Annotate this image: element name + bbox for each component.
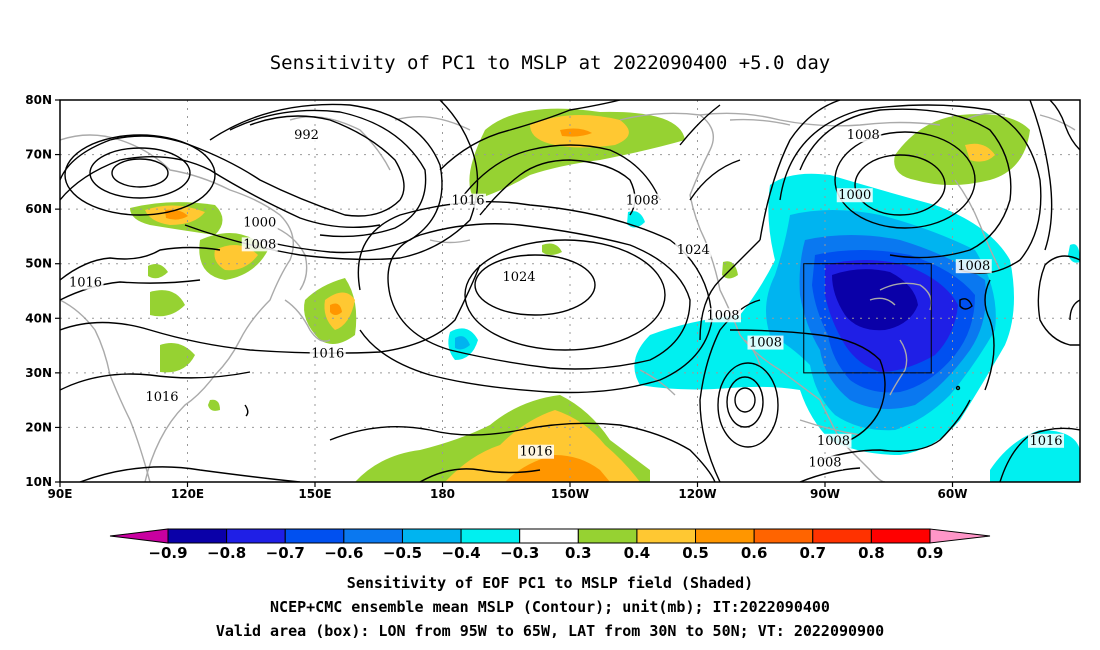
lon-tick-label: 150E: [298, 487, 331, 501]
colorbar-label: 0.5: [682, 544, 709, 562]
contour-label-bg: [705, 308, 741, 323]
contour-label: 1016: [145, 390, 178, 405]
colorbar-high-arrow: [929, 528, 991, 544]
lon-tick-label: 180: [430, 487, 455, 501]
contour-label-bg: [1028, 433, 1064, 448]
contour-label: 1008: [749, 336, 782, 351]
contour-label-bg: [747, 335, 784, 350]
colorbar-label: 0.6: [741, 544, 768, 562]
contour-label: 1000: [243, 216, 276, 231]
contour-label-bg: [144, 390, 180, 405]
colorbar-segment: [870, 528, 931, 544]
contour-label-bg: [309, 346, 346, 361]
colorbar-segment: [226, 528, 286, 544]
lat-tick-label: 70N: [25, 148, 52, 162]
lon-tick-label: 120E: [171, 487, 204, 501]
lon-tick-label: 90W: [810, 487, 840, 501]
positive-sensitivity-0.5: [165, 128, 610, 482]
contour-label-bg: [815, 433, 852, 448]
valid-area-box: [803, 263, 932, 374]
lat-tick-label: 40N: [25, 311, 52, 325]
contour-label-bg: [807, 455, 843, 470]
lat-tick-label: 80N: [25, 93, 52, 107]
colorbar-segment: [460, 528, 521, 544]
colorbar-low-arrow: [109, 528, 169, 544]
contour-label: 1016: [69, 276, 102, 291]
lon-tick-label: 90E: [48, 487, 73, 501]
lat-tick-label: 10N: [25, 475, 52, 489]
colorbar-label: −0.9: [148, 544, 187, 562]
contour-label: 1016: [1029, 434, 1062, 449]
contour-label: 1000: [838, 188, 871, 203]
caption-line-1: Sensitivity of EOF PC1 to MSLP field (Sh…: [347, 574, 753, 592]
lon-tick-label: 60W: [938, 487, 968, 501]
contour-label: 1016: [519, 445, 552, 460]
colorbar-segment: [343, 528, 403, 544]
colorbar-segment: [519, 528, 579, 544]
contour-label: 1008: [817, 434, 850, 449]
colorbar-label: 0.3: [565, 544, 592, 562]
caption-line-2: NCEP+CMC ensemble mean MSLP (Contour); u…: [270, 598, 830, 616]
colorbar-label: −0.6: [324, 544, 363, 562]
contour-label-bg: [501, 270, 537, 285]
colorbar-segment: [812, 528, 872, 544]
lon-tick-label: 120W: [678, 487, 716, 501]
colorbar-segment: [636, 528, 697, 544]
caption-line-3: Valid area (box): LON from 95W to 65W, L…: [216, 622, 884, 640]
contour-label-bg: [292, 128, 321, 143]
contour-label-bg: [845, 128, 882, 143]
contour-label: 1008: [626, 194, 659, 209]
colorbar-segment: [577, 528, 638, 544]
colorbar-segment: [167, 528, 228, 544]
contour-label: 1008: [957, 259, 990, 274]
lat-tick-label: 30N: [25, 366, 52, 380]
colorbar-label: −0.7: [266, 544, 305, 562]
contour-label: 1008: [808, 456, 841, 471]
colorbar-segment: [753, 528, 814, 544]
contour-label-bg: [624, 193, 661, 208]
longitude-axis: 90E 120E 150E 180 150W 120W 90W 60W: [48, 482, 968, 501]
contour-label-bg: [241, 237, 278, 252]
lon-tick-label: 150W: [551, 487, 589, 501]
contour-label-bg: [836, 188, 873, 203]
colorbar-segment: [284, 528, 345, 544]
colorbar-label: 0.7: [799, 544, 826, 562]
colorbar-label: −0.3: [500, 544, 539, 562]
latitude-axis: 80N 70N 60N 50N 40N 30N 20N 10N: [25, 93, 60, 489]
colorbar-label: 0.8: [858, 544, 885, 562]
figure-title: Sensitivity of PC1 to MSLP at 2022090400…: [270, 52, 831, 74]
contour-label: 1008: [706, 308, 739, 323]
contour-label-bg: [675, 242, 712, 257]
contour-label: 1024: [677, 243, 710, 258]
colorbar-label: −0.8: [207, 544, 246, 562]
colorbar-segment: [401, 528, 462, 544]
contour-label-bg: [450, 193, 486, 208]
colorbar-segment: [695, 528, 755, 544]
map-panel: 992 1000 1008 1016 1016 1016 1016 1008 1024 1024 1…: [60, 100, 1080, 482]
contour-label: 1016: [451, 194, 484, 209]
contour-label: 1024: [502, 270, 535, 285]
colorbar-label: 0.4: [624, 544, 651, 562]
colorbar-label: 0.9: [917, 544, 944, 562]
contour-label: 1016: [311, 346, 344, 361]
contour-label-bg: [518, 444, 554, 459]
contour-label: 992: [294, 128, 319, 143]
colorbar-label: −0.4: [442, 544, 481, 562]
contour-label: 1008: [243, 237, 276, 252]
contour-labels: 992 1000 1008 1016 1016 1016 1016 1008 1024 1024 1…: [67, 128, 1064, 471]
contour-label-bg: [67, 275, 104, 290]
colorbar: −0.9 −0.8 −0.7 −0.6 −0.5 −0.4 −0.3 0.3 0.4 0.5 0.6…: [109, 528, 991, 562]
contour-label-bg: [241, 215, 278, 230]
colorbar-label: −0.5: [383, 544, 422, 562]
contour-label: 1008: [847, 128, 880, 143]
contour-label-bg: [955, 259, 992, 274]
lat-tick-label: 50N: [25, 257, 52, 271]
lat-tick-label: 20N: [25, 420, 52, 434]
lat-tick-label: 60N: [25, 202, 52, 216]
